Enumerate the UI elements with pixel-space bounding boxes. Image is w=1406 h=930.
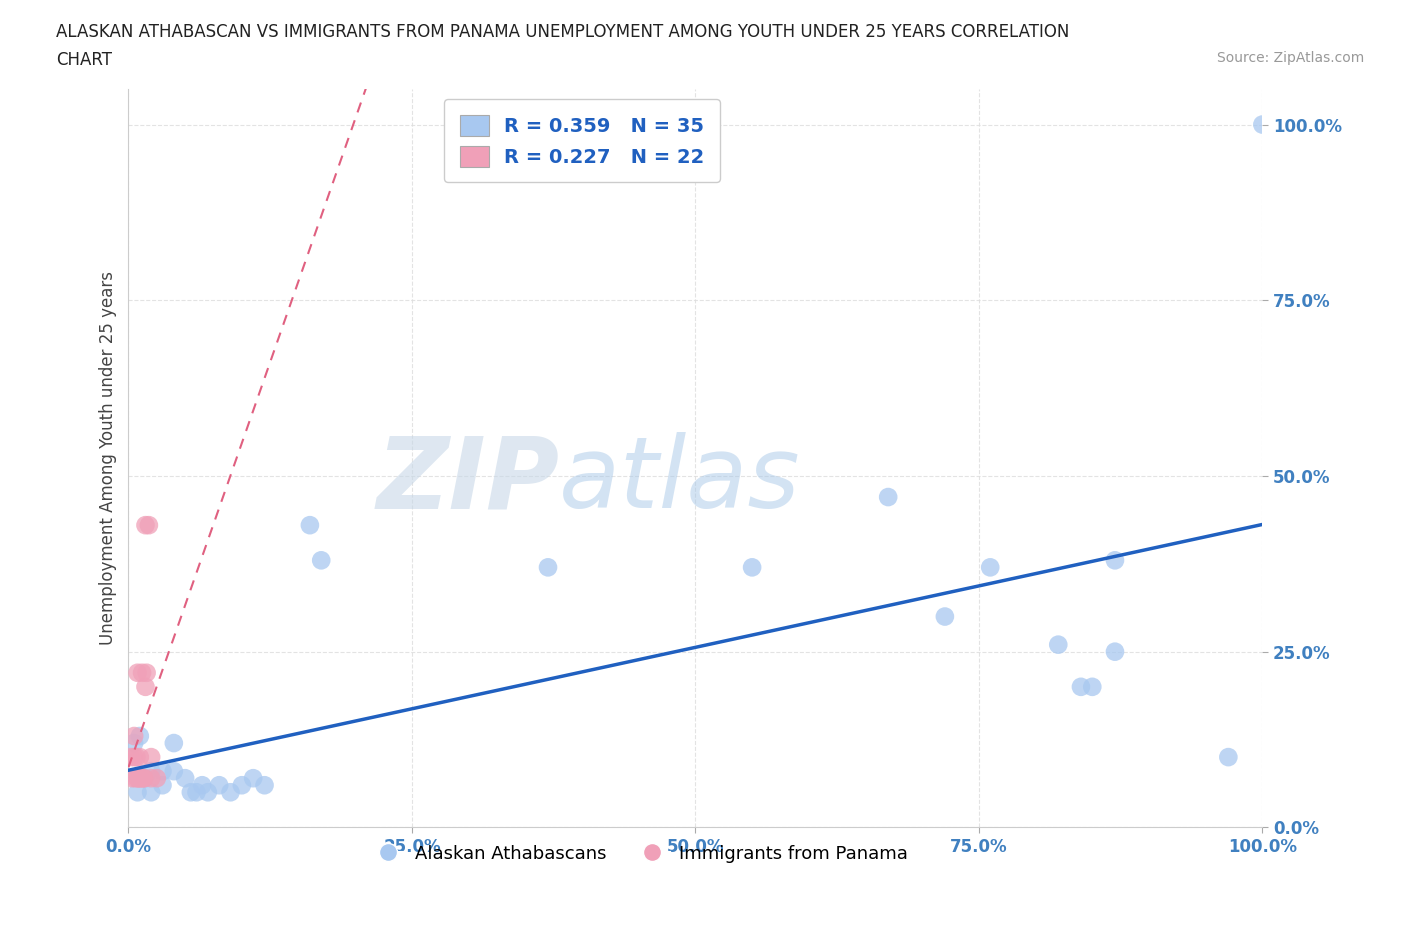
Point bbox=[141, 771, 163, 786]
Legend: Alaskan Athabascans, Immigrants from Panama: Alaskan Athabascans, Immigrants from Pan… bbox=[363, 838, 915, 870]
Point bbox=[122, 736, 145, 751]
Point bbox=[128, 728, 150, 743]
Point bbox=[146, 771, 169, 786]
Point bbox=[174, 771, 197, 786]
Point bbox=[152, 764, 174, 778]
Point bbox=[231, 777, 253, 792]
Point bbox=[127, 771, 149, 786]
Point bbox=[134, 518, 156, 533]
Point bbox=[141, 785, 163, 800]
Point bbox=[979, 560, 1001, 575]
Point bbox=[1081, 680, 1104, 695]
Point bbox=[152, 777, 174, 792]
Point bbox=[163, 736, 186, 751]
Point bbox=[122, 750, 145, 764]
Point bbox=[127, 665, 149, 680]
Point bbox=[131, 665, 153, 680]
Point bbox=[141, 750, 163, 764]
Point bbox=[208, 777, 231, 792]
Point bbox=[127, 785, 149, 800]
Point bbox=[128, 771, 150, 786]
Point bbox=[1251, 117, 1274, 132]
Y-axis label: Unemployment Among Youth under 25 years: Unemployment Among Youth under 25 years bbox=[100, 272, 117, 645]
Point bbox=[128, 750, 150, 764]
Point bbox=[128, 771, 150, 786]
Point bbox=[134, 771, 156, 786]
Point bbox=[163, 764, 186, 778]
Text: CHART: CHART bbox=[56, 51, 112, 69]
Point bbox=[186, 785, 208, 800]
Point bbox=[125, 750, 148, 764]
Text: Source: ZipAtlas.com: Source: ZipAtlas.com bbox=[1216, 51, 1364, 65]
Point bbox=[134, 680, 156, 695]
Point bbox=[138, 518, 160, 533]
Point bbox=[180, 785, 202, 800]
Point bbox=[242, 771, 264, 786]
Point bbox=[131, 771, 153, 786]
Point bbox=[124, 771, 146, 786]
Text: atlas: atlas bbox=[560, 432, 801, 529]
Point bbox=[141, 764, 163, 778]
Point bbox=[1047, 637, 1070, 652]
Point bbox=[135, 665, 157, 680]
Point bbox=[537, 560, 560, 575]
Point bbox=[1104, 552, 1126, 567]
Point bbox=[253, 777, 276, 792]
Point bbox=[1104, 644, 1126, 659]
Point bbox=[309, 552, 332, 567]
Text: ALASKAN ATHABASCAN VS IMMIGRANTS FROM PANAMA UNEMPLOYMENT AMONG YOUTH UNDER 25 Y: ALASKAN ATHABASCAN VS IMMIGRANTS FROM PA… bbox=[56, 23, 1070, 41]
Point bbox=[197, 785, 219, 800]
Point bbox=[121, 771, 143, 786]
Point bbox=[122, 728, 145, 743]
Point bbox=[741, 560, 763, 575]
Point bbox=[298, 518, 321, 533]
Point bbox=[120, 750, 142, 764]
Point bbox=[1218, 750, 1240, 764]
Text: ZIP: ZIP bbox=[377, 432, 560, 529]
Point bbox=[934, 609, 956, 624]
Point bbox=[877, 489, 900, 504]
Point bbox=[132, 771, 155, 786]
Point bbox=[128, 771, 150, 786]
Point bbox=[134, 771, 156, 786]
Point bbox=[1070, 680, 1092, 695]
Point bbox=[191, 777, 214, 792]
Point bbox=[219, 785, 242, 800]
